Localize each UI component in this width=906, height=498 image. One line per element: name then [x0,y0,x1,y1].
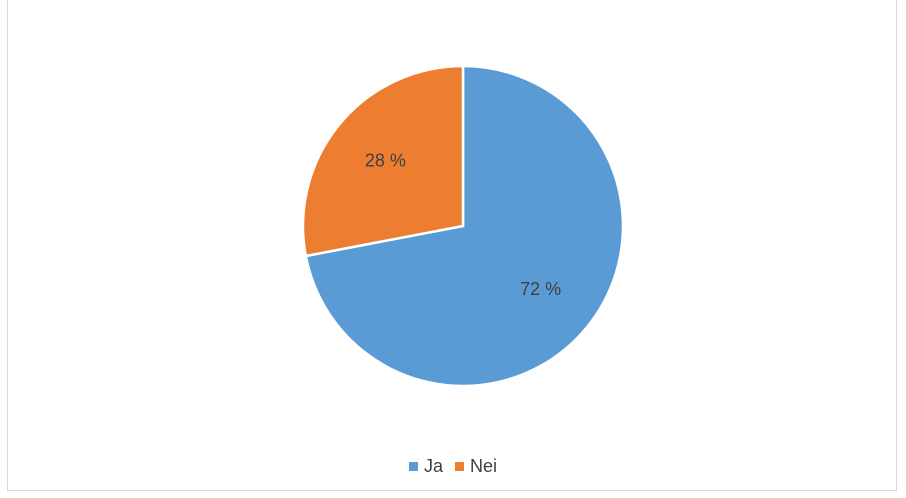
data-label-nei: 28 % [365,150,406,170]
legend-label-ja: Ja [423,456,443,476]
pie-slice-nei [301,64,465,258]
pie-slice-ja [304,64,625,388]
legend-swatch-nei [455,462,464,471]
legend-item-nei: Nei [455,456,497,477]
data-label-ja: 72 % [520,279,561,299]
chart-legend: Ja Nei [0,455,906,477]
legend-label-nei: Nei [470,456,498,476]
legend-item-ja: Ja [408,456,443,477]
legend-swatch-ja [408,462,418,471]
